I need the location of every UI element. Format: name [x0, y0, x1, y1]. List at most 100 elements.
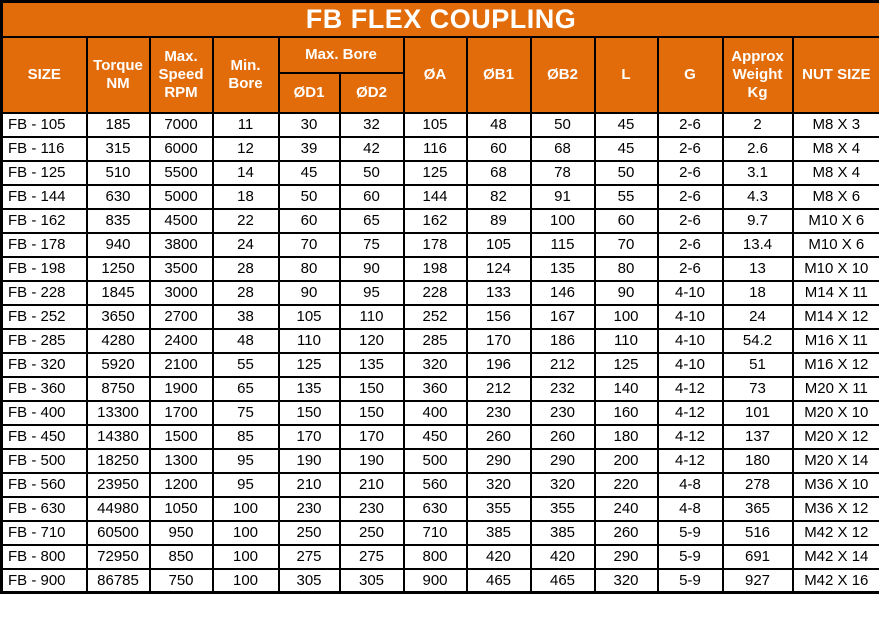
- cell-nut-size: M20 X 12: [791, 423, 879, 450]
- cell-l: 290: [593, 543, 659, 570]
- cell-min-bore: 48: [211, 327, 280, 354]
- cell-l: 70: [593, 231, 659, 258]
- cell-torque-nm: 13300: [85, 399, 151, 426]
- cell-b1: 196: [465, 351, 532, 378]
- cell-approx-weight-kg: 13.4: [721, 231, 794, 258]
- cell-b2: 146: [529, 279, 596, 306]
- header-row-1: SIZE Torque NM Max. Speed RPM Min. Bore …: [0, 35, 879, 114]
- cell-d2: 230: [338, 495, 405, 522]
- cell-max-speed-rpm: 2400: [148, 327, 214, 354]
- cell-size: FB - 450: [0, 423, 88, 450]
- cell-nut-size: M16 X 11: [791, 327, 879, 354]
- cell-b2: 465: [529, 567, 596, 594]
- cell-d2: 120: [338, 327, 405, 354]
- cell-a: 900: [402, 567, 468, 594]
- table-row: FB - 800 72950 850 100 275 275 800 420 420 290 5-9…: [0, 543, 879, 570]
- cell-size: FB - 125: [0, 159, 88, 186]
- header-row-2: ØD1 ØD2: [2, 71, 879, 114]
- cell-torque-nm: 510: [85, 159, 151, 186]
- cell-l: 125: [593, 351, 659, 378]
- cell-g: 2-6: [656, 111, 724, 138]
- table-row: FB - 125 510 5500 14 45 50 125 68 78 50 2-6 3.1 M8 X…: [0, 159, 879, 186]
- cell-a: 320: [402, 351, 468, 378]
- cell-torque-nm: 630: [85, 183, 151, 210]
- cell-min-bore: 55: [211, 351, 280, 378]
- cell-size: FB - 252: [0, 303, 88, 330]
- cell-approx-weight-kg: 516: [721, 519, 794, 546]
- cell-max-speed-rpm: 750: [148, 567, 214, 594]
- cell-b2: 290: [529, 447, 596, 474]
- cell-max-speed-rpm: 1500: [148, 423, 214, 450]
- col-header-dia-d1: ØD1: [277, 71, 341, 114]
- table-row: FB - 252 3650 2700 38 105 110 252 156 167 100 4-10…: [0, 303, 879, 330]
- cell-min-bore: 100: [211, 543, 280, 570]
- cell-d1: 305: [277, 567, 341, 594]
- cell-nut-size: M8 X 4: [791, 135, 879, 162]
- cell-min-bore: 18: [211, 183, 280, 210]
- cell-d2: 250: [338, 519, 405, 546]
- cell-max-speed-rpm: 850: [148, 543, 214, 570]
- col-header-dia-b1: ØB1: [465, 35, 532, 114]
- page-title: FB FLEX COUPLING: [0, 0, 879, 38]
- cell-max-speed-rpm: 5500: [148, 159, 214, 186]
- cell-nut-size: M8 X 6: [791, 183, 879, 210]
- cell-b2: 100: [529, 207, 596, 234]
- cell-b2: 230: [529, 399, 596, 426]
- cell-approx-weight-kg: 365: [721, 495, 794, 522]
- cell-g: 2-6: [656, 207, 724, 234]
- cell-b1: 385: [465, 519, 532, 546]
- cell-max-speed-rpm: 3500: [148, 255, 214, 282]
- table-row: FB - 162 835 4500 22 60 65 162 89 100 60 2-6 9.7 M10…: [0, 207, 879, 234]
- cell-nut-size: M14 X 12: [791, 303, 879, 330]
- cell-approx-weight-kg: 691: [721, 543, 794, 570]
- cell-a: 400: [402, 399, 468, 426]
- cell-b1: 170: [465, 327, 532, 354]
- cell-b2: 135: [529, 255, 596, 282]
- cell-approx-weight-kg: 13: [721, 255, 794, 282]
- cell-min-bore: 12: [211, 135, 280, 162]
- table-row: FB - 105 185 7000 11 30 32 105 48 50 45 2-6 2 M8 X 3: [0, 111, 879, 138]
- cell-g: 4-10: [656, 303, 724, 330]
- table-row: FB - 560 23950 1200 95 210 210 560 320 320 220 4-8…: [0, 471, 879, 498]
- cell-d2: 65: [338, 207, 405, 234]
- cell-a: 560: [402, 471, 468, 498]
- cell-b1: 60: [465, 135, 532, 162]
- cell-size: FB - 800: [0, 543, 88, 570]
- cell-d2: 135: [338, 351, 405, 378]
- cell-b1: 68: [465, 159, 532, 186]
- cell-torque-nm: 60500: [85, 519, 151, 546]
- cell-b1: 355: [465, 495, 532, 522]
- cell-d1: 250: [277, 519, 341, 546]
- table-row: FB - 900 86785 750 100 305 305 900 465 465 320 5-9…: [0, 567, 879, 594]
- cell-d1: 275: [277, 543, 341, 570]
- cell-max-speed-rpm: 950: [148, 519, 214, 546]
- cell-g: 2-6: [656, 135, 724, 162]
- cell-min-bore: 11: [211, 111, 280, 138]
- cell-min-bore: 24: [211, 231, 280, 258]
- cell-d1: 45: [277, 159, 341, 186]
- col-header-torque: Torque NM: [85, 35, 151, 114]
- cell-b1: 212: [465, 375, 532, 402]
- cell-g: 4-10: [656, 327, 724, 354]
- cell-a: 500: [402, 447, 468, 474]
- cell-b1: 133: [465, 279, 532, 306]
- cell-min-bore: 22: [211, 207, 280, 234]
- cell-d2: 150: [338, 399, 405, 426]
- cell-max-speed-rpm: 1300: [148, 447, 214, 474]
- cell-torque-nm: 940: [85, 231, 151, 258]
- cell-torque-nm: 86785: [85, 567, 151, 594]
- cell-d1: 210: [277, 471, 341, 498]
- fb-flex-coupling-table: FB FLEX COUPLING SIZE Torque NM Max. Spe…: [0, 0, 879, 594]
- cell-d2: 275: [338, 543, 405, 570]
- cell-nut-size: M42 X 12: [791, 519, 879, 546]
- cell-a: 450: [402, 423, 468, 450]
- cell-l: 60: [593, 207, 659, 234]
- cell-l: 110: [593, 327, 659, 354]
- cell-size: FB - 228: [0, 279, 88, 306]
- cell-d1: 170: [277, 423, 341, 450]
- cell-nut-size: M42 X 16: [791, 567, 879, 594]
- cell-nut-size: M10 X 10: [791, 255, 879, 282]
- cell-g: 2-6: [656, 183, 724, 210]
- cell-approx-weight-kg: 24: [721, 303, 794, 330]
- cell-g: 4-12: [656, 423, 724, 450]
